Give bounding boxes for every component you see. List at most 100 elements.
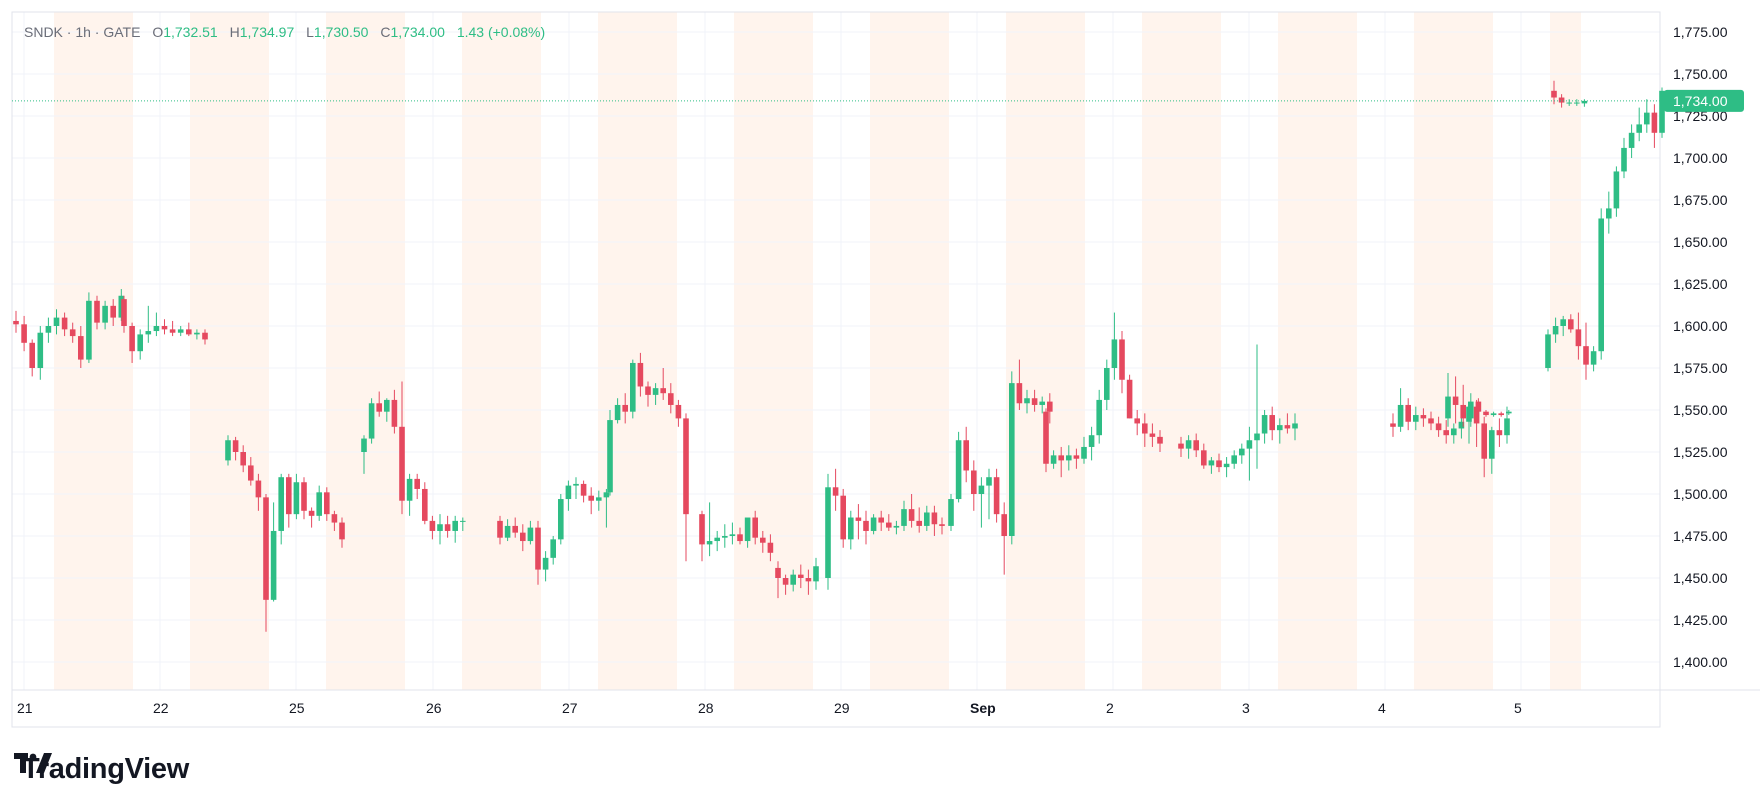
- candle-body: [1016, 383, 1023, 404]
- candle: [645, 381, 651, 407]
- candle: [1613, 166, 1620, 217]
- candle: [931, 505, 938, 536]
- candle-body: [767, 542, 774, 553]
- candle-body: [737, 534, 743, 542]
- price-tick-label: 1,600.00: [1673, 318, 1728, 334]
- candle: [752, 510, 758, 545]
- candle-body: [1458, 421, 1465, 429]
- candle-body: [61, 317, 68, 330]
- time-tick-label: 27: [562, 700, 578, 716]
- brand[interactable]: TradingView: [14, 752, 189, 786]
- candle-body: [1216, 460, 1222, 468]
- candle: [580, 480, 587, 503]
- candle: [1481, 416, 1487, 478]
- candle: [452, 515, 458, 543]
- candle-body: [1001, 514, 1007, 536]
- candle: [1178, 436, 1184, 458]
- candle-body: [535, 527, 541, 570]
- session-band-10: [1414, 12, 1493, 690]
- candle-body: [542, 557, 549, 570]
- time-tick-label: 3: [1242, 700, 1250, 716]
- candle: [939, 517, 945, 535]
- candle: [1223, 457, 1230, 478]
- candle: [855, 504, 862, 540]
- candle-body: [573, 483, 579, 486]
- candle: [1644, 99, 1650, 133]
- candle-body: [1111, 339, 1118, 368]
- candle-body: [504, 525, 511, 538]
- candle-body: [1651, 112, 1658, 133]
- candle: [714, 530, 720, 552]
- session-band-9: [1278, 12, 1357, 690]
- candle-body: [1142, 423, 1148, 434]
- candle: [1575, 312, 1582, 360]
- candle-body: [660, 388, 666, 394]
- candle: [760, 530, 766, 553]
- candle-body: [293, 482, 300, 515]
- candle: [596, 490, 602, 511]
- candle: [637, 352, 644, 397]
- candle: [614, 398, 621, 424]
- candle-body: [53, 317, 60, 326]
- candle-body: [675, 404, 682, 419]
- candle-body: [1504, 418, 1510, 436]
- candle-body: [986, 477, 992, 486]
- candle-body: [78, 336, 84, 360]
- candle-body: [437, 524, 443, 531]
- candle-body: [21, 324, 27, 343]
- candle-body: [137, 334, 143, 352]
- candle: [668, 383, 674, 414]
- candle-body: [603, 492, 610, 498]
- candle-body: [1185, 440, 1192, 449]
- candle: [603, 488, 610, 528]
- candle: [535, 520, 541, 585]
- candle-body: [699, 514, 705, 545]
- candle: [1451, 423, 1457, 444]
- candle-body: [1490, 413, 1497, 416]
- candle: [86, 292, 92, 363]
- candle: [368, 398, 375, 444]
- candle: [301, 477, 307, 520]
- time-tick-label: 5: [1514, 700, 1522, 716]
- legend-open-value: 1,732.51: [163, 24, 218, 40]
- candle-body: [1043, 411, 1049, 464]
- candle-body: [1284, 425, 1291, 429]
- candle: [1031, 389, 1038, 412]
- candle-body: [1269, 415, 1275, 431]
- candle-body: [1104, 368, 1110, 400]
- candles: [13, 80, 1665, 632]
- candle: [1405, 398, 1411, 431]
- candle-body: [863, 520, 869, 531]
- candle-body: [29, 342, 35, 368]
- candle: [1498, 411, 1504, 417]
- candle-body: [1096, 399, 1102, 436]
- candle-body: [886, 522, 892, 528]
- session-band-6: [870, 12, 949, 690]
- candle-body: [520, 532, 526, 542]
- time-axis[interactable]: 21 22 25 26 27 28 29 Sep 2 3 4 5: [17, 700, 1522, 716]
- session-shading: [54, 12, 1581, 690]
- candle: [986, 468, 992, 520]
- candle: [870, 514, 877, 535]
- candlestick-chart[interactable]: 1,400.00 1,425.00 1,450.00 1,475.00 1,500.00…: [0, 0, 1760, 740]
- candle: [1009, 371, 1015, 545]
- time-tick-label: 26: [426, 700, 442, 716]
- legend-low-value: 1,730.50: [314, 24, 369, 40]
- candle-body: [775, 567, 781, 578]
- candle-body: [706, 541, 713, 545]
- candle: [1142, 413, 1148, 447]
- price-axis[interactable]: 1,400.00 1,425.00 1,450.00 1,475.00 1,500.00…: [1673, 24, 1728, 670]
- candle: [1047, 393, 1053, 424]
- price-tick-label: 1,725.00: [1673, 108, 1728, 124]
- candle-body: [1081, 446, 1087, 459]
- candle: [813, 557, 819, 590]
- candle: [255, 473, 262, 511]
- candle-body: [1405, 404, 1411, 422]
- candle-body: [406, 478, 413, 501]
- candle-body: [614, 404, 621, 421]
- candle-body: [1581, 100, 1588, 104]
- last-price-tag: 1,734.00: [1664, 89, 1744, 112]
- price-tick-label: 1,750.00: [1673, 66, 1728, 82]
- candle-body: [1246, 440, 1253, 449]
